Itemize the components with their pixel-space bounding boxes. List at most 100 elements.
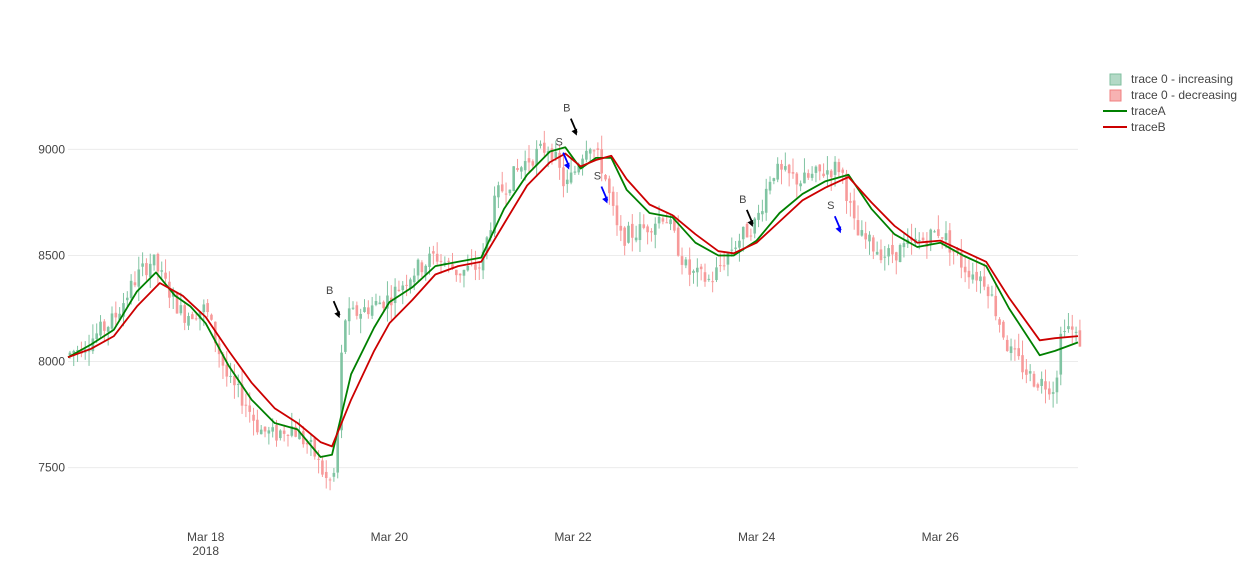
candle-body-decreasing [611, 191, 615, 206]
candle-body-increasing [772, 178, 776, 182]
candle-body-increasing [979, 276, 982, 282]
candle-body-decreasing [998, 319, 1001, 325]
candle-body-increasing [653, 223, 657, 235]
candle-body-decreasing [233, 375, 236, 386]
candle-body-decreasing [321, 460, 324, 475]
candle-body-decreasing [1078, 330, 1082, 347]
series-line-traceB [67, 152, 1079, 448]
candle-body-decreasing [925, 240, 929, 247]
candle-body-decreasing [852, 200, 856, 219]
candle-body-decreasing [948, 230, 952, 253]
candle-body-increasing [539, 143, 542, 146]
candle-body-increasing [707, 278, 711, 280]
candle-body-increasing [106, 327, 110, 332]
candle-body-increasing [757, 212, 760, 220]
candle-body-increasing [1059, 333, 1063, 375]
candle-body-increasing [669, 219, 672, 225]
candle-body-decreasing [435, 253, 439, 262]
candle-body-increasing [971, 274, 975, 280]
y-tick-label: 9000 [38, 142, 65, 156]
candle-body-decreasing [562, 167, 565, 187]
candle-body-decreasing [963, 266, 967, 273]
candle-body-decreasing [994, 295, 998, 317]
candle-body-decreasing [210, 314, 213, 320]
x-tick-sublabel: 2018 [192, 544, 219, 558]
candle-body-decreasing [252, 414, 255, 421]
candle-body-increasing [523, 161, 527, 171]
candle-body-decreasing [650, 231, 653, 233]
candle-body-decreasing [791, 172, 795, 174]
candle-body-decreasing [596, 148, 600, 151]
y-tick-label: 8000 [38, 355, 65, 369]
candle-body-increasing [826, 170, 829, 175]
candle-body-increasing [634, 237, 638, 241]
x-tick-label: Mar 20 [371, 530, 409, 544]
annotation-arrowhead [571, 128, 578, 136]
candle-body-increasing [416, 259, 420, 276]
candle-body-decreasing [474, 264, 477, 270]
candle-body-increasing [290, 426, 294, 436]
candle-body-increasing [917, 240, 921, 242]
candle-body-increasing [1074, 331, 1078, 333]
candle-body-increasing [1040, 378, 1043, 386]
candle-body-increasing [236, 383, 240, 385]
candle-body-decreasing [818, 164, 822, 172]
candle-body-decreasing [795, 173, 799, 185]
candle-body-increasing [122, 303, 125, 317]
legend-label: trace 0 - increasing [1131, 72, 1233, 86]
candle-body-increasing [279, 430, 282, 439]
candle-body-increasing [118, 313, 121, 320]
candle-body-increasing [761, 211, 764, 215]
candle-body-increasing [875, 251, 879, 255]
legend-label: traceB [1131, 120, 1166, 134]
candle-body-decreasing [156, 253, 160, 272]
candle-body-decreasing [879, 249, 883, 261]
candle-body-increasing [187, 316, 190, 326]
candle-body-increasing [730, 249, 734, 251]
candle-body-increasing [1028, 371, 1032, 374]
candle-body-increasing [424, 265, 428, 275]
legend-label: trace 0 - decreasing [1131, 88, 1237, 102]
candle-body-increasing [784, 166, 787, 170]
candle-body-decreasing [324, 471, 328, 479]
candle-body-increasing [753, 218, 757, 234]
candle-body-increasing [734, 247, 737, 249]
x-tick-label: Mar 24 [738, 530, 776, 544]
candle-body-decreasing [80, 349, 83, 354]
candle-body-decreasing [531, 161, 535, 166]
candle-body-decreasing [313, 438, 317, 457]
legend: trace 0 - increasing trace 0 - decreasing… [1103, 72, 1237, 134]
candle-body-increasing [1067, 326, 1070, 330]
legend-swatch [1109, 89, 1122, 102]
candle-body-increasing [152, 254, 156, 266]
candle-body-increasing [141, 263, 144, 267]
candle-body-increasing [298, 431, 301, 440]
annotation-label: S [594, 171, 601, 183]
candle-body-increasing [198, 311, 202, 320]
candle-body-decreasing [504, 193, 508, 195]
gridlines [68, 148, 1078, 469]
candle-body-decreasing [673, 218, 676, 231]
candle-body-increasing [386, 295, 389, 309]
annotation-arrowhead [563, 162, 570, 170]
candle-body-increasing [374, 300, 378, 305]
candle-body-decreasing [1002, 321, 1005, 338]
candle-body-increasing [137, 269, 141, 287]
candle-body-decreasing [592, 150, 596, 152]
x-tick-label: Mar 18 [187, 530, 225, 544]
candle-body-increasing [696, 267, 699, 273]
candle-body-decreasing [986, 286, 990, 297]
candle-body-increasing [508, 189, 512, 194]
candle-body-increasing [68, 352, 72, 356]
candle-body-increasing [741, 226, 745, 240]
candle-body-increasing [160, 270, 164, 272]
annotation-label: B [739, 194, 746, 206]
candle-body-increasing [535, 148, 538, 166]
candle-body-decreasing [623, 227, 626, 246]
candle-body-decreasing [282, 430, 286, 434]
candle-body-increasing [267, 430, 271, 434]
candle-body-decreasing [455, 269, 458, 276]
candle-body-increasing [428, 253, 431, 268]
candle-body-decreasing [642, 224, 646, 228]
